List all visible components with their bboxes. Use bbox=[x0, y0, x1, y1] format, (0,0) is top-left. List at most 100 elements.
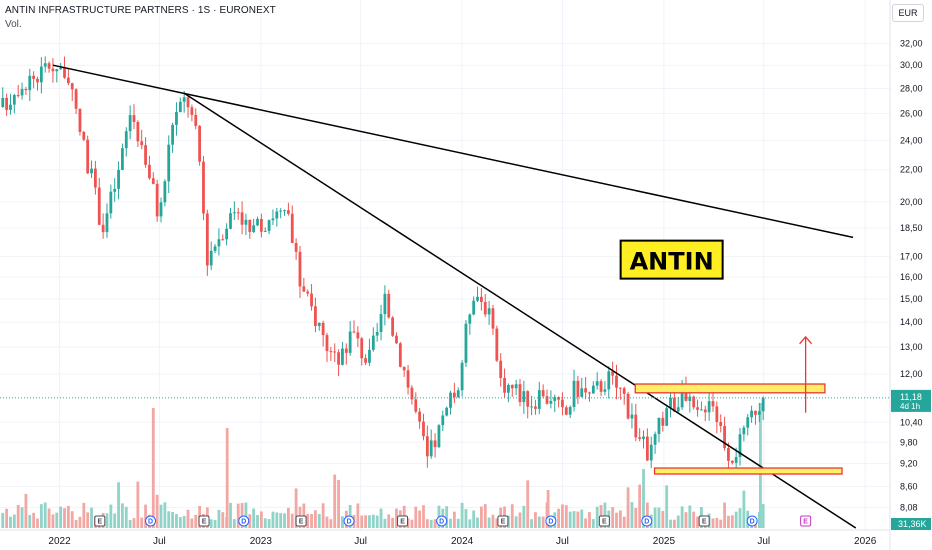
candle-body bbox=[344, 348, 348, 353]
candle-body bbox=[507, 384, 510, 393]
volume-bar bbox=[557, 508, 560, 528]
volume-bar bbox=[286, 507, 290, 528]
volume-bar bbox=[167, 511, 171, 528]
candle-body bbox=[259, 218, 263, 232]
candle-body bbox=[16, 95, 20, 97]
y-tick-label: 8,08 bbox=[900, 502, 918, 512]
volume-bar bbox=[43, 502, 47, 528]
volume-bar bbox=[734, 511, 738, 528]
volume-bar bbox=[537, 516, 541, 528]
candle-body bbox=[425, 436, 429, 457]
candle-body bbox=[468, 314, 472, 324]
upcoming-earnings-marker bbox=[800, 515, 812, 527]
earnings-marker-label: E bbox=[400, 519, 405, 526]
candle-body bbox=[645, 436, 649, 461]
volume-bar bbox=[221, 512, 225, 528]
volume-bar bbox=[244, 502, 248, 528]
candle-body bbox=[20, 89, 24, 96]
annotation-text: ANTIN bbox=[630, 248, 714, 276]
volume-bar bbox=[738, 508, 742, 528]
volume-bar bbox=[267, 519, 271, 528]
candle-body bbox=[252, 225, 256, 232]
candle-body bbox=[522, 391, 526, 403]
candle-body bbox=[526, 391, 530, 407]
candle-body bbox=[155, 183, 159, 217]
volume-bar bbox=[194, 514, 198, 528]
volume-bar bbox=[28, 515, 32, 528]
x-tick-label: 2022 bbox=[48, 536, 71, 547]
currency-button[interactable]: EUR bbox=[892, 4, 924, 22]
volume-bar bbox=[591, 519, 595, 528]
candle-body bbox=[734, 457, 738, 463]
candle-body bbox=[661, 417, 665, 426]
volume-bar bbox=[144, 504, 147, 528]
dividend-marker-label: D bbox=[439, 519, 444, 526]
volume-bar bbox=[39, 504, 43, 528]
candle-body bbox=[441, 415, 445, 426]
volume-bar bbox=[371, 514, 375, 528]
volume-bar bbox=[47, 508, 51, 528]
earnings-marker bbox=[397, 515, 409, 527]
volume-bar bbox=[51, 514, 55, 528]
x-tick-label: Jul bbox=[153, 536, 166, 547]
candle-body bbox=[325, 335, 329, 352]
volume-bar bbox=[580, 509, 584, 528]
earnings-marker-label: E bbox=[202, 519, 207, 526]
volume-bar bbox=[190, 518, 194, 528]
volume-bar bbox=[472, 510, 476, 528]
volume-bar bbox=[306, 513, 310, 528]
volume-bar bbox=[209, 519, 213, 528]
volume-bar bbox=[383, 518, 387, 528]
volume-bar bbox=[622, 516, 626, 528]
candle-body bbox=[456, 390, 460, 398]
volume-bar bbox=[634, 507, 638, 528]
dividend-marker-label: D bbox=[148, 519, 153, 526]
volume-bar bbox=[588, 512, 591, 528]
candle-body bbox=[518, 384, 522, 403]
volume-bar bbox=[124, 506, 128, 528]
candle-body bbox=[279, 210, 283, 212]
candle-body bbox=[611, 371, 615, 376]
candle-body bbox=[178, 101, 182, 112]
candle-body bbox=[402, 366, 406, 371]
candle-body bbox=[452, 392, 456, 398]
dividend-marker bbox=[641, 515, 653, 527]
candle-body bbox=[696, 407, 699, 410]
price-axis[interactable]: 32,00 30,00 28,00 26,00 24,00 22,00 20,00 18,50… bbox=[889, 0, 932, 550]
annotation-box bbox=[619, 239, 724, 280]
candle-body bbox=[580, 388, 584, 397]
candle-body bbox=[205, 213, 209, 266]
candle-body bbox=[12, 95, 16, 105]
y-tick-label: 32,00 bbox=[900, 38, 923, 48]
candle-body bbox=[684, 387, 688, 401]
volume-bar bbox=[572, 511, 576, 528]
volume-bar bbox=[178, 517, 182, 528]
y-tick-label: 9,80 bbox=[900, 437, 918, 447]
volume-bar bbox=[742, 490, 746, 528]
volume-bar bbox=[696, 516, 699, 528]
candle-body bbox=[479, 296, 483, 303]
volume-bar bbox=[487, 517, 491, 528]
volume-bar bbox=[256, 515, 259, 528]
volume-bar bbox=[36, 518, 39, 528]
time-axis[interactable]: 2022 Jul 2023 Jul 2024 Jul 2025 Jul 2026 bbox=[0, 529, 890, 547]
volume-bar bbox=[16, 504, 20, 528]
last-volume-value: 31,36K bbox=[898, 519, 927, 529]
countdown-value: 4d 1h bbox=[900, 402, 920, 411]
volume-bar bbox=[5, 508, 9, 528]
candle-body bbox=[476, 296, 479, 301]
volume-bar bbox=[391, 517, 395, 528]
volume-bar bbox=[456, 518, 460, 528]
earnings-marker bbox=[497, 515, 509, 527]
candle-body bbox=[761, 397, 765, 412]
candle-body bbox=[676, 407, 680, 412]
candle-body bbox=[595, 381, 599, 386]
chart-title: ANTIN INFRASTRUCTURE PARTNERS · 1S · EUR… bbox=[5, 5, 276, 16]
candle-body bbox=[132, 115, 136, 122]
candle-body bbox=[55, 69, 59, 72]
candle-body bbox=[530, 406, 533, 408]
volume-bar bbox=[495, 518, 499, 528]
resistance-zone bbox=[634, 383, 826, 394]
candle-body bbox=[584, 388, 588, 393]
